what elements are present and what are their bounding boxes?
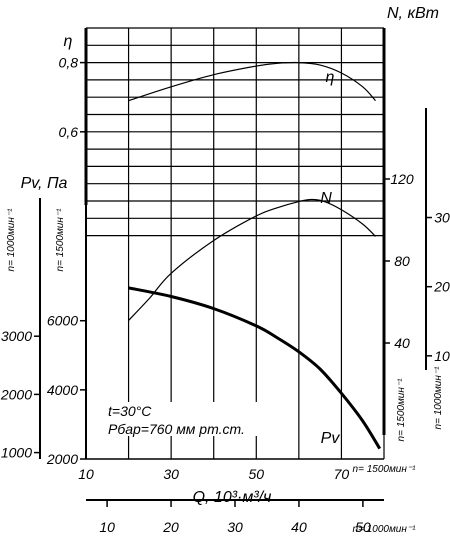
- chart-labels: η N Pv t=30°C Pбар=760 мм рт.ст.: [104, 69, 340, 447]
- x-axis-tick-label: 10: [78, 466, 94, 482]
- temperature-note: t=30°C: [108, 403, 152, 419]
- x-axis-tick-label: 30: [163, 466, 179, 482]
- eta-axis-title: η: [64, 33, 73, 50]
- n-axis-1000-speed-note: n= 1000мин⁻¹: [433, 366, 444, 430]
- x-axis-1000-tick-label: 20: [162, 519, 179, 535]
- n-axis-1000-tick-label: 10: [434, 348, 450, 364]
- efficiency-curve-label: η: [326, 69, 335, 86]
- pressure-curve-label: Pv: [321, 430, 341, 447]
- pv-axis-1000-speed-note: n= 1000мин⁻¹: [6, 208, 17, 272]
- eta-tick-label: 0,8: [59, 55, 79, 71]
- pv-axis-1000-tick-label: 2000: [0, 386, 32, 402]
- x-axis-1000-tick-label: 50: [355, 519, 371, 535]
- pv-axis-1000-tick-label: 1000: [1, 445, 32, 461]
- n-axis-1500-speed-note: n= 1500мин⁻¹: [396, 378, 407, 442]
- pv-axis-title: Pv, Па: [21, 175, 68, 192]
- n-axis-1000-tick-label: 20: [433, 279, 450, 295]
- conditions-box: [104, 402, 264, 436]
- chart-axes: 0,6 0,8 η 40 80 120 N, кВт n= 1500мин⁻¹ 10 20 30 n=…: [0, 5, 450, 535]
- eta-tick-label: 0,6: [59, 124, 79, 140]
- pv-axis-1500-tick-label: 2000: [46, 451, 78, 467]
- pressure-note: Pбар=760 мм рт.ст.: [108, 421, 245, 437]
- pv-axis-1500-tick-label: 4000: [47, 382, 78, 398]
- x-axis-tick-label: 70: [334, 466, 350, 482]
- pressure-curve: [128, 286, 382, 450]
- x-axis-1000-tick-label: 30: [227, 519, 243, 535]
- x-axis-1000-tick-label: 10: [99, 519, 115, 535]
- pv-axis-1500-speed-note: n= 1500мин⁻¹: [55, 208, 66, 272]
- power-curve: [128, 198, 376, 321]
- pv-axis-1500-tick-label: 6000: [47, 313, 78, 329]
- n-axis-title: N, кВт: [387, 5, 439, 22]
- n-axis-1500-tick-label: 40: [394, 335, 410, 351]
- n-axis-1000-tick-label: 30: [434, 210, 450, 226]
- efficiency-curve: [128, 61, 376, 102]
- x-axis-1500-speed-note: n= 1500мин⁻¹: [353, 464, 417, 475]
- x-axis-1000-speed-note: n= 1000мин⁻¹: [353, 524, 417, 535]
- chart-grid: [85, 27, 385, 460]
- x-axis-tick-label: 50: [248, 466, 264, 482]
- n-axis-1500-tick-label: 120: [390, 171, 414, 187]
- pv-axis-1000-tick-label: 3000: [1, 328, 32, 344]
- chart-curves: [128, 61, 382, 450]
- power-curve-label: N: [320, 190, 332, 207]
- x-axis-title: Q, 10³·м³/ч: [193, 489, 272, 506]
- n-axis-1500-tick-label: 80: [394, 253, 410, 269]
- x-axis-1000-tick-label: 40: [291, 519, 307, 535]
